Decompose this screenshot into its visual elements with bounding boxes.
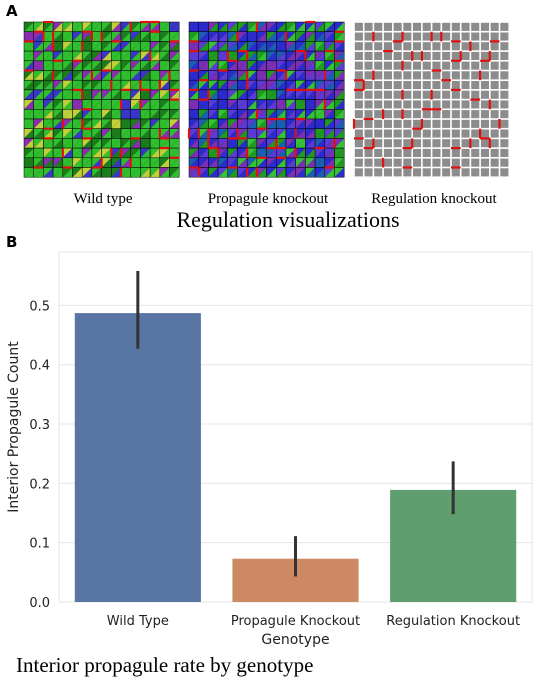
- propagule-knockout-caption: Propagule knockout: [208, 191, 329, 207]
- y-axis-label: Interior Propagule Count: [6, 341, 22, 513]
- y-tick-label: 0.4: [29, 359, 50, 374]
- regulation-knockout-visualization: [352, 22, 510, 178]
- regulation-visualizations: [23, 20, 510, 178]
- bar-chart: 0.0 0.1 0.2 0.3 0.4 0.5 Wild Type Propagule Kn…: [6, 251, 533, 648]
- x-tick-labels: Wild Type Propagule Knockout Regulation Kn…: [107, 614, 520, 629]
- y-tick-label: 0.1: [29, 537, 50, 552]
- propagule-knockout-visualization: [187, 20, 345, 178]
- panel-b-caption: Interior propagule rate by genotype: [16, 653, 313, 677]
- x-tick-label: Propagule Knockout: [231, 614, 360, 629]
- y-tick-label: 0.2: [29, 477, 50, 492]
- y-tick-label: 0.5: [29, 299, 50, 314]
- regulation-knockout-caption: Regulation knockout: [371, 191, 497, 207]
- error-bars: [136, 270, 455, 577]
- bars: [74, 313, 517, 602]
- x-axis-label: Genotype: [261, 632, 329, 648]
- panel-a-letter: A: [6, 2, 18, 20]
- panel-b-letter: B: [6, 233, 17, 251]
- bar-wild-type: [74, 313, 201, 602]
- y-tick-label: 0.3: [29, 418, 50, 433]
- x-tick-label: Regulation Knockout: [386, 614, 520, 629]
- y-tick-label: 0.0: [29, 596, 50, 611]
- wild-type-caption: Wild type: [74, 191, 133, 207]
- panel-a-title: Regulation visualizations: [176, 207, 399, 232]
- y-tick-labels: 0.0 0.1 0.2 0.3 0.4 0.5: [29, 299, 50, 611]
- x-tick-label: Wild Type: [107, 614, 169, 629]
- wild-type-visualization: [23, 20, 180, 178]
